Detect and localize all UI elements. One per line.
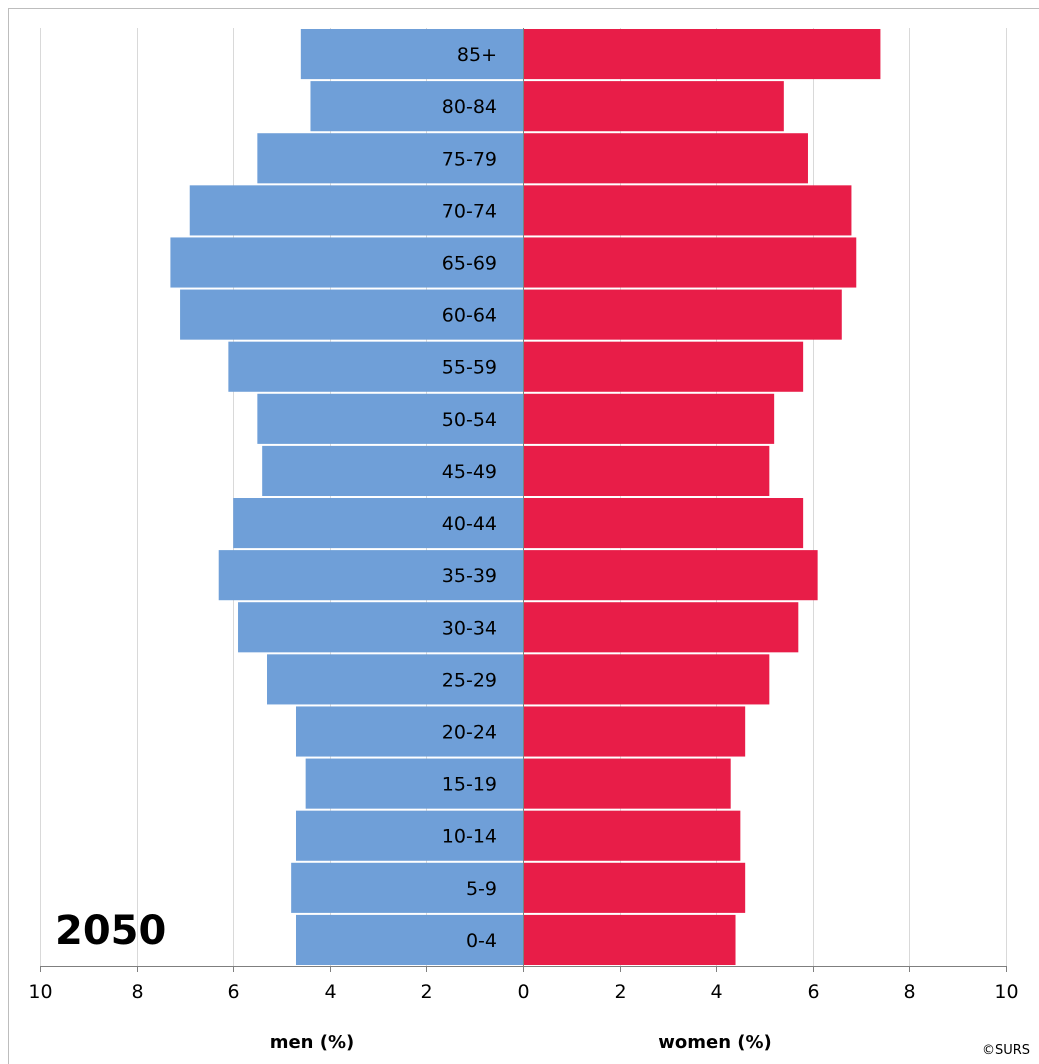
men-bar-10-14 <box>295 810 523 861</box>
women-bar-15-19 <box>523 758 731 809</box>
x-tick-label: 2 <box>614 981 626 1003</box>
category-label: 85+ <box>457 44 497 66</box>
women-bar-35-39 <box>523 550 818 601</box>
x-tick-label: 8 <box>131 981 143 1003</box>
women-bar-5-9 <box>523 862 746 913</box>
men-bar-5-9 <box>291 862 523 913</box>
category-label: 40-44 <box>442 513 497 535</box>
women-bar-55-59 <box>523 341 804 392</box>
men-bar-20-24 <box>295 706 523 757</box>
category-label: 55-59 <box>442 357 497 379</box>
x-tick-label: 4 <box>324 981 336 1003</box>
women-bar-70-74 <box>523 185 852 236</box>
category-label: 20-24 <box>442 722 497 744</box>
category-label: 50-54 <box>442 409 497 431</box>
x-tick-label: 10 <box>994 981 1018 1003</box>
category-labels: 85+ 80-84 75-79 70-74 65-69 60-64 55-59 50-54 45… <box>442 44 497 952</box>
x-tick-label: 2 <box>420 981 432 1003</box>
women-bar-30-34 <box>523 602 799 653</box>
men-bar-75-79 <box>257 133 523 184</box>
x-axis: 10 8 6 4 2 0 2 4 6 8 10 <box>28 28 1019 1003</box>
category-label: 70-74 <box>442 200 497 222</box>
category-label: 75-79 <box>442 148 497 170</box>
men-bar-60-64 <box>180 289 523 340</box>
women-axis-title: women (%) <box>658 1032 772 1053</box>
men-bar-40-44 <box>233 498 523 549</box>
category-label: 80-84 <box>442 96 497 118</box>
men-bar-50-54 <box>257 393 523 444</box>
x-tick-label: 6 <box>807 981 819 1003</box>
women-bar-60-64 <box>523 289 842 340</box>
x-tick-label: 6 <box>227 981 239 1003</box>
women-bar-45-49 <box>523 445 770 496</box>
category-label: 45-49 <box>442 461 497 483</box>
year-annotation: 2050 <box>55 908 166 954</box>
x-tick-label: 8 <box>903 981 915 1003</box>
women-bar-0-4 <box>523 914 736 965</box>
men-bar-55-59 <box>228 341 523 392</box>
x-tick-label: 4 <box>710 981 722 1003</box>
men-bar-35-39 <box>218 550 523 601</box>
women-bar-10-14 <box>523 810 741 861</box>
category-label: 60-64 <box>442 305 497 327</box>
bars <box>170 29 881 965</box>
men-bar-0-4 <box>295 914 523 965</box>
women-bar-25-29 <box>523 654 770 705</box>
category-label: 5-9 <box>466 878 497 900</box>
men-bar-15-19 <box>305 758 523 809</box>
men-bar-80-84 <box>310 81 523 132</box>
source-credit: ©SURS <box>982 1043 1030 1058</box>
men-bar-30-34 <box>238 602 523 653</box>
men-bar-45-49 <box>262 445 523 496</box>
men-bar-85+ <box>300 29 523 80</box>
men-axis-title: men (%) <box>270 1032 355 1053</box>
category-label: 0-4 <box>466 930 497 952</box>
women-bar-65-69 <box>523 237 857 288</box>
category-label: 10-14 <box>442 826 497 848</box>
women-bar-50-54 <box>523 393 775 444</box>
women-bar-75-79 <box>523 133 808 184</box>
women-bar-80-84 <box>523 81 784 132</box>
women-bar-85+ <box>523 29 881 80</box>
category-label: 35-39 <box>442 565 497 587</box>
category-label: 65-69 <box>442 253 497 275</box>
x-tick-label: 10 <box>28 981 52 1003</box>
men-bar-25-29 <box>267 654 523 705</box>
category-label: 15-19 <box>442 774 497 796</box>
x-tick-label: 0 <box>517 981 529 1003</box>
men-bar-65-69 <box>170 237 523 288</box>
category-label: 25-29 <box>442 669 497 691</box>
men-bar-70-74 <box>189 185 524 236</box>
women-bar-20-24 <box>523 706 746 757</box>
women-bar-40-44 <box>523 498 804 549</box>
category-label: 30-34 <box>442 617 497 639</box>
